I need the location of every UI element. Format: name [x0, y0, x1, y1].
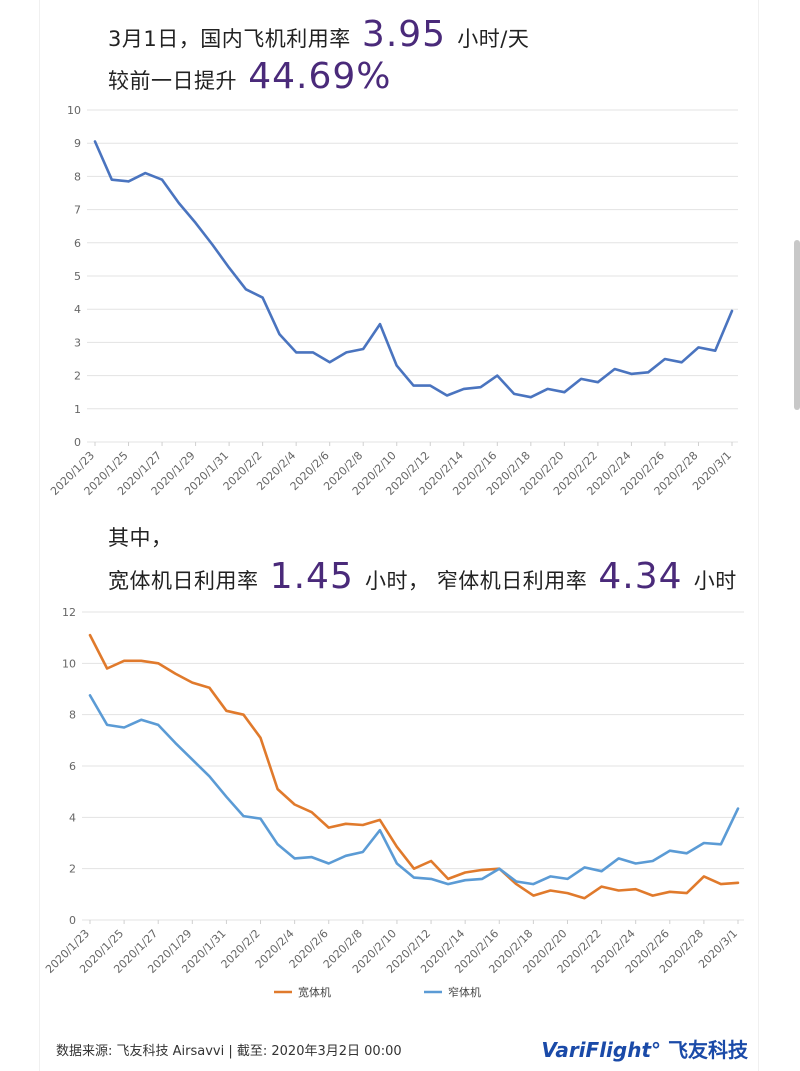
y-tick-label: 6 — [74, 237, 81, 250]
utilization-line-chart: 0123456789102020/1/232020/1/252020/1/272… — [48, 104, 738, 498]
y-tick-label: 10 — [62, 657, 76, 670]
section2-intro: 其中， — [108, 526, 173, 550]
y-tick-label: 8 — [69, 709, 76, 722]
y-tick-label: 3 — [74, 336, 81, 349]
brand-cn: 飞友科技 — [668, 1038, 748, 1062]
y-tick-label: 2 — [74, 370, 81, 383]
brand-en: VariFlight — [541, 1038, 652, 1062]
headline-body-types: 宽体机日利用率 1.45 小时， 窄体机日利用率 4.34 小时 — [108, 556, 737, 597]
series-line — [93, 140, 734, 399]
headline-increase: 较前一日提升 44.69% — [108, 56, 396, 97]
y-tick-label: 6 — [69, 760, 76, 773]
increase-value: 44.69% — [244, 56, 396, 97]
wide-suffix: 小时， — [365, 569, 430, 593]
y-tick-label: 2 — [69, 863, 76, 876]
y-tick-label: 10 — [67, 104, 81, 117]
headline-utilization: 3月1日，国内飞机利用率 3.95 小时/天 — [108, 14, 529, 55]
series-line — [88, 694, 740, 886]
y-tick-label: 12 — [62, 606, 76, 619]
y-tick-label: 1 — [74, 403, 81, 416]
data-source: 数据来源: 飞友科技 Airsavvi | 截至: 2020年3月2日 00:0… — [56, 1044, 402, 1059]
brand-logo: VariFlight° 飞友科技 — [541, 1038, 748, 1062]
narrow-value: 4.34 — [594, 556, 687, 597]
wide-value: 1.45 — [265, 556, 359, 597]
narrow-suffix: 小时 — [693, 569, 737, 593]
y-tick-label: 4 — [69, 811, 76, 824]
narrow-prefix: 窄体机日利用率 — [436, 569, 588, 593]
headline-prefix: 3月1日，国内飞机利用率 — [108, 27, 351, 51]
body-type-line-chart: 0246810122020/1/232020/1/252020/1/272020… — [43, 606, 744, 999]
y-tick-label: 7 — [74, 204, 81, 217]
scrollbar[interactable] — [794, 240, 800, 410]
y-tick-label: 4 — [74, 303, 81, 316]
increase-prefix: 较前一日提升 — [108, 69, 237, 93]
legend-label: 宽体机 — [298, 985, 331, 999]
y-tick-label: 0 — [74, 436, 81, 449]
y-tick-label: 9 — [74, 137, 81, 150]
headline-suffix: 小时/天 — [457, 27, 530, 51]
wide-prefix: 宽体机日利用率 — [108, 569, 259, 593]
series-line — [88, 633, 740, 900]
utilization-value: 3.95 — [357, 14, 451, 55]
legend-label: 窄体机 — [448, 985, 481, 999]
y-tick-label: 0 — [69, 914, 76, 927]
y-tick-label: 8 — [74, 170, 81, 183]
y-tick-label: 5 — [74, 270, 81, 283]
